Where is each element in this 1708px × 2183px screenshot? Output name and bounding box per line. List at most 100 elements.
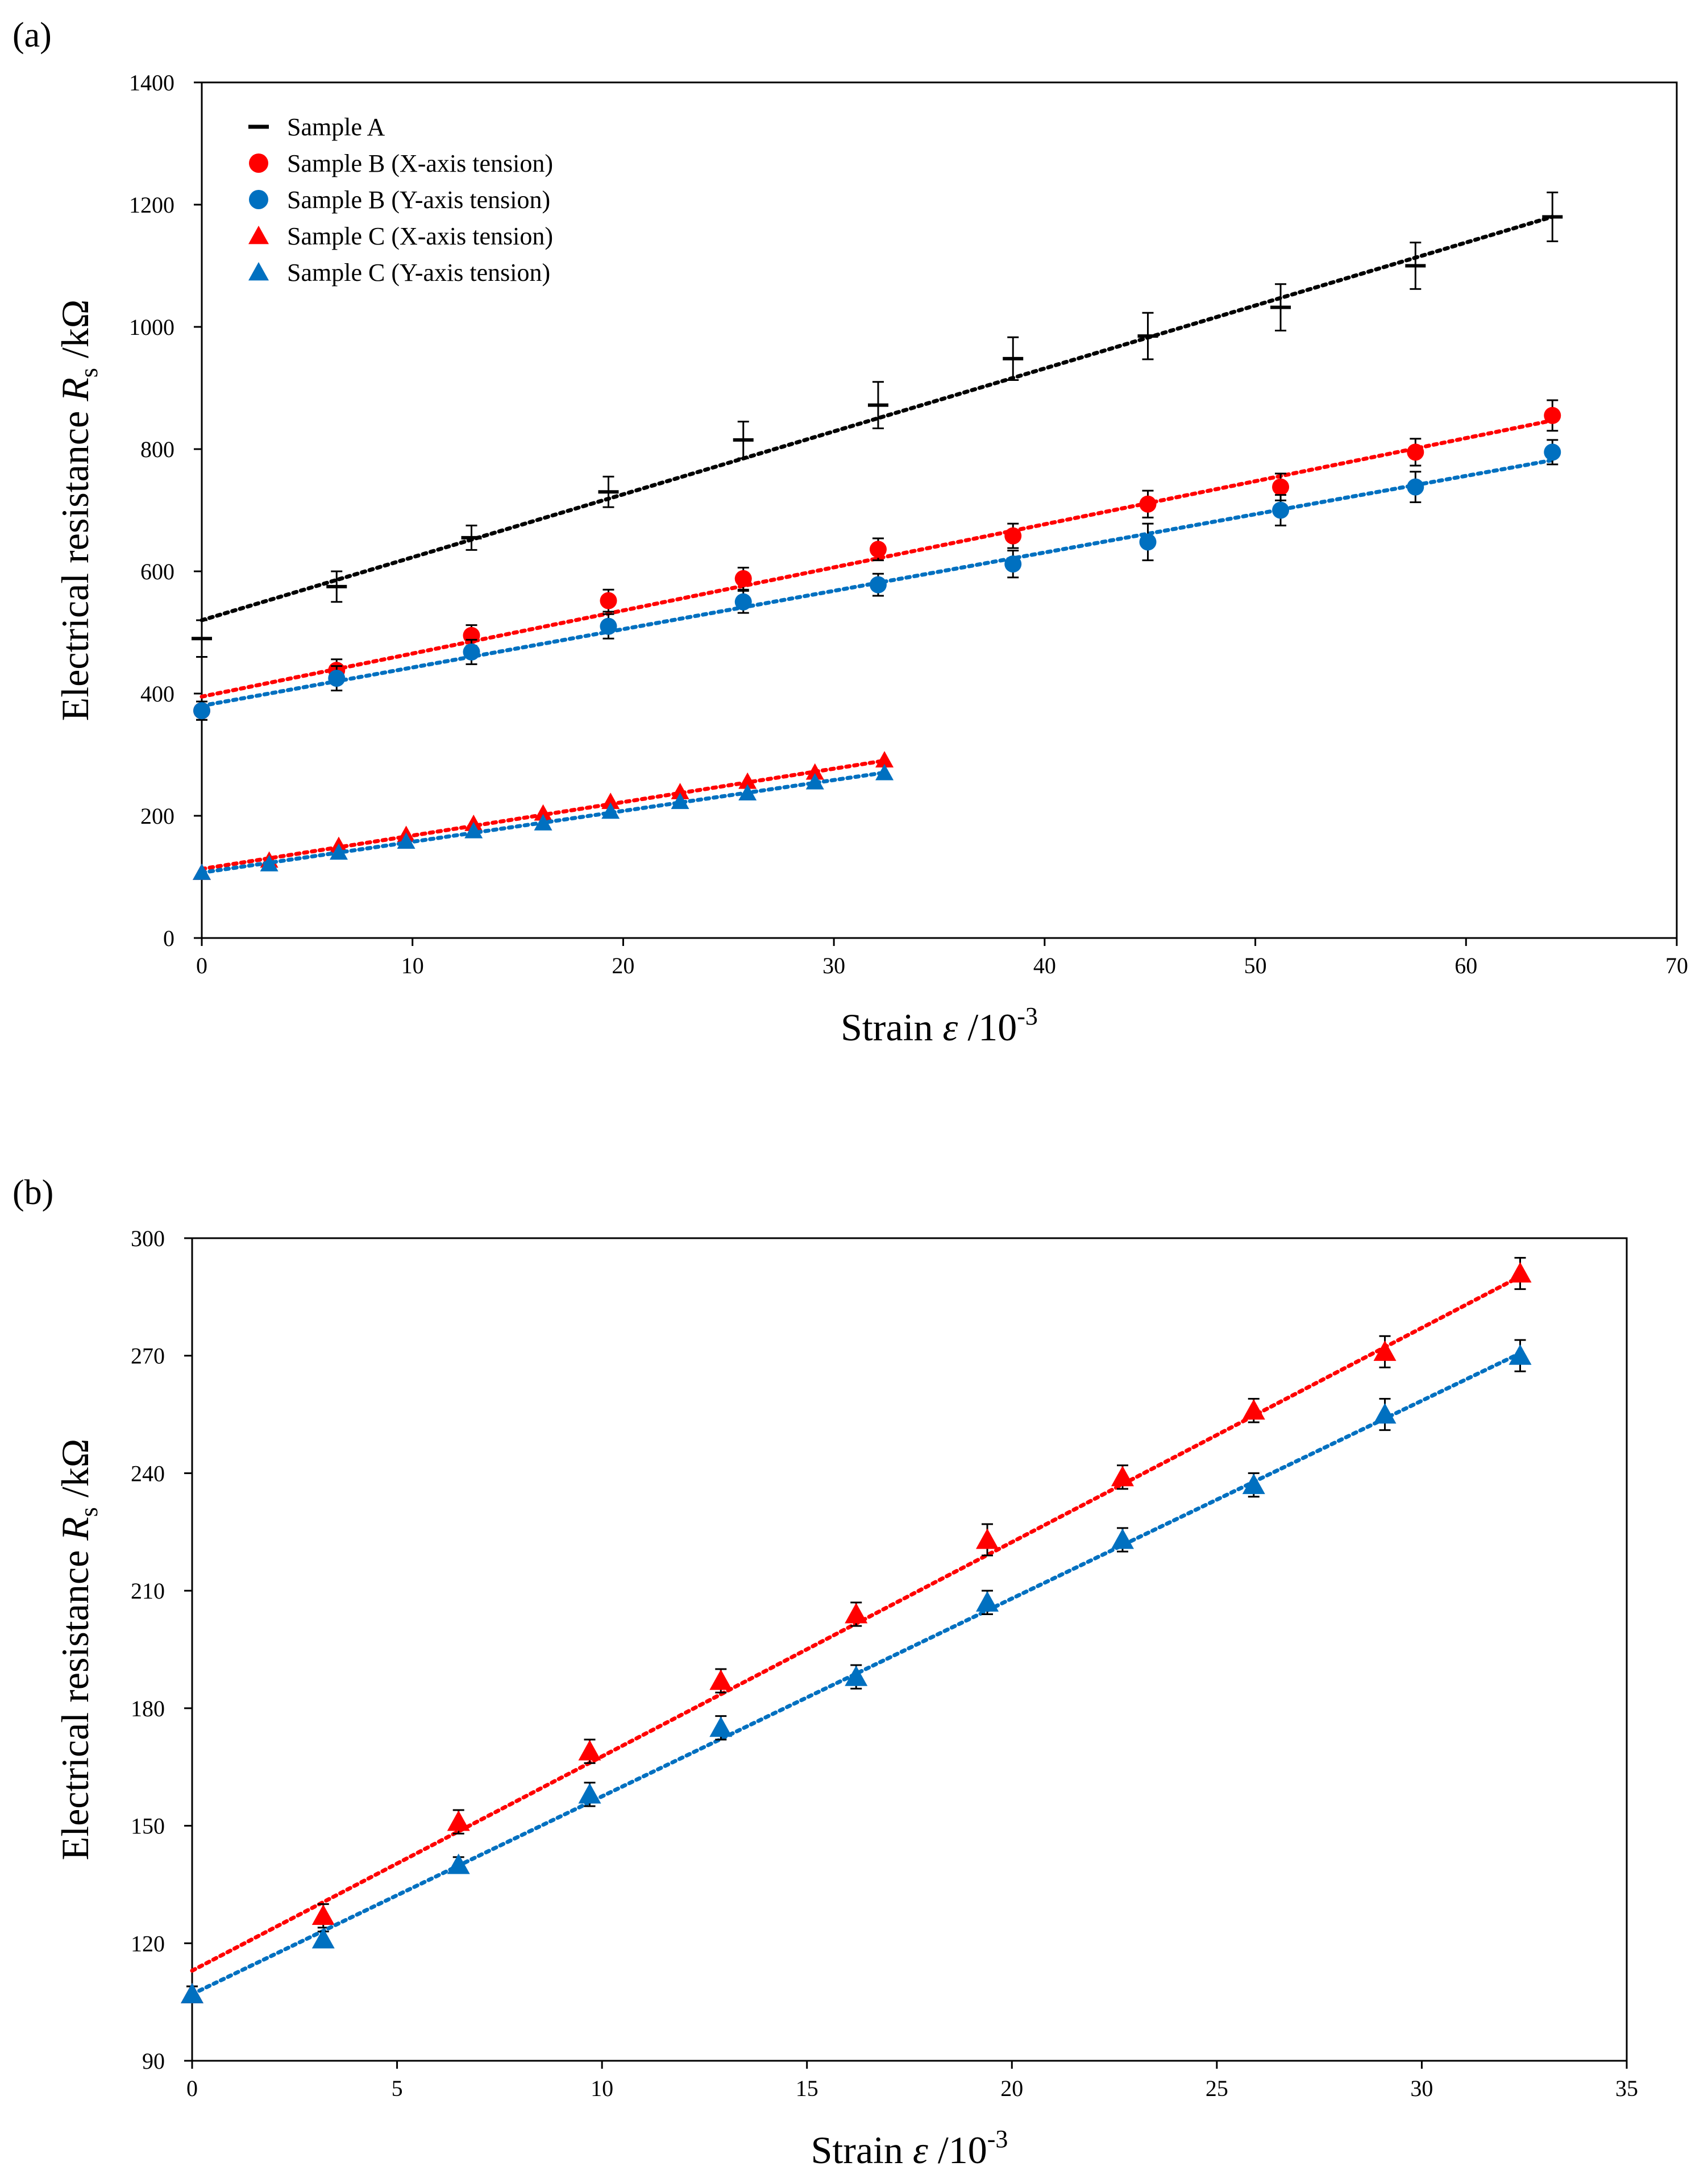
- data-point-circle: [1272, 478, 1290, 496]
- data-point-circle: [734, 593, 752, 611]
- data-point-triangle: [1373, 1340, 1397, 1361]
- y-tick-label: 90: [142, 2048, 165, 2074]
- data-point-circle: [1139, 495, 1157, 513]
- y-tick-label: 200: [140, 803, 174, 829]
- x-tick-label: 20: [612, 953, 634, 978]
- x-tick-label: 25: [1206, 2076, 1228, 2101]
- y-tick-label: 180: [131, 1696, 165, 1721]
- data-point-triangle: [534, 814, 552, 831]
- x-axis-label-sup: -3: [987, 2125, 1008, 2153]
- data-point-circle: [1272, 501, 1290, 519]
- x-axis-label-prefix: Strain: [841, 1006, 942, 1049]
- data-point-triangle: [578, 1783, 601, 1804]
- x-tick-label: 60: [1454, 953, 1477, 978]
- y-axis-label-symbol: R: [53, 377, 97, 402]
- y-axis-label: Electrical resistance Rs /kΩ: [53, 1439, 103, 1861]
- data-point-triangle: [260, 854, 279, 871]
- legend-label: Sample C (X-axis tension): [287, 222, 553, 250]
- data-point-triangle: [397, 832, 415, 849]
- y-tick-label: 1000: [129, 314, 174, 340]
- data-point-triangle: [671, 783, 689, 799]
- data-point-triangle: [181, 1982, 203, 2003]
- panel-label: (b): [13, 1173, 53, 1212]
- y-tick-label: 120: [131, 1931, 165, 1956]
- data-point-triangle: [534, 804, 552, 821]
- y-axis-label-symbol: R: [53, 1517, 97, 1541]
- y-tick-label: 400: [140, 681, 174, 707]
- y-tick-label: 800: [140, 437, 174, 462]
- data-point-triangle: [709, 1716, 733, 1737]
- x-tick-label: 70: [1665, 953, 1688, 978]
- y-tick-label: 1400: [129, 70, 174, 96]
- data-point-triangle: [976, 1591, 999, 1612]
- y-axis-label-sub: s: [75, 1507, 103, 1517]
- y-axis-label-suffix: /kΩ: [53, 300, 97, 368]
- y-tick-label: 150: [131, 1813, 165, 1839]
- data-point-triangle: [601, 802, 620, 819]
- x-axis-label-symbol: ε: [913, 2128, 928, 2172]
- panel-label: (a): [13, 16, 52, 55]
- y-axis-label-prefix: Electrical resistance: [53, 401, 97, 721]
- data-point-triangle: [1373, 1403, 1397, 1424]
- data-point-triangle: [447, 1810, 470, 1831]
- legend-marker-circle: [249, 153, 268, 173]
- data-point-circle: [600, 592, 617, 609]
- x-tick-label: 10: [591, 2076, 613, 2101]
- data-point-circle: [869, 541, 887, 558]
- plot-area-frame: [201, 81, 1678, 939]
- data-point-triangle: [1508, 1344, 1532, 1365]
- y-axis-label-sub: s: [75, 368, 103, 377]
- data-point-triangle: [1242, 1474, 1265, 1495]
- data-point-circle: [328, 670, 346, 687]
- data-point-triangle: [845, 1603, 868, 1624]
- data-point-triangle: [1508, 1262, 1532, 1283]
- x-axis-label-symbol: ε: [943, 1006, 958, 1049]
- plot-area-frame: [191, 1237, 1628, 2062]
- x-axis-label-prefix: Strain: [811, 2128, 913, 2172]
- legend-label: Sample A: [287, 113, 385, 141]
- data-point-circle: [193, 702, 210, 720]
- x-axis-label-suffix: /10: [928, 2128, 987, 2172]
- x-tick-label: 30: [1410, 2076, 1433, 2101]
- legend-label: Sample B (X-axis tension): [287, 150, 553, 177]
- data-point-circle: [463, 643, 480, 661]
- trend-line: [200, 214, 1555, 622]
- data-point-circle: [1407, 443, 1424, 461]
- data-point-circle: [1544, 406, 1561, 424]
- series-sample-a: [192, 192, 1563, 658]
- data-point-triangle: [875, 751, 894, 767]
- data-point-triangle: [738, 772, 757, 789]
- data-point-triangle: [709, 1669, 733, 1690]
- chart-panel-a: (a) 0 10 20 30 40 50 60 70 0 200 400 600 800 1000 1200 1…: [13, 16, 1688, 1049]
- data-point-circle: [1004, 555, 1022, 573]
- data-point-triangle: [976, 1528, 999, 1549]
- data-point-triangle: [193, 863, 211, 880]
- x-tick-label: 40: [1033, 953, 1056, 978]
- legend-label: Sample B (Y-axis tension): [287, 186, 550, 214]
- legend: Sample A Sample B (X-axis tension) Sample …: [248, 113, 553, 287]
- x-tick-label: 20: [1000, 2076, 1023, 2101]
- data-point-triangle: [805, 773, 824, 790]
- y-tick-label: 600: [140, 559, 174, 584]
- data-point-triangle: [447, 1853, 470, 1874]
- series-sample-b-y-axis-tension: [193, 439, 1561, 721]
- x-tick-label: 35: [1615, 2076, 1638, 2101]
- data-point-triangle: [845, 1665, 868, 1686]
- data-point-triangle: [1242, 1399, 1265, 1420]
- data-point-triangle: [601, 792, 620, 810]
- y-tick-label: 0: [163, 926, 174, 951]
- series-sample-c-y-axis-tension: [193, 763, 894, 880]
- series-sample-c-x-axis-tension: [181, 1256, 1532, 2003]
- data-point-triangle: [1111, 1528, 1134, 1549]
- data-point-circle: [1407, 478, 1424, 496]
- data-point-triangle: [671, 792, 689, 810]
- x-tick-label: 30: [822, 953, 845, 978]
- chart-panel-b: (b) 0 5 10 15 20 25 30 35 90 120 150 180 210 240 270 300…: [13, 1173, 1638, 2172]
- y-tick-label: 240: [131, 1460, 165, 1486]
- data-point-circle: [869, 576, 887, 594]
- x-axis-label-suffix: /10: [958, 1006, 1017, 1049]
- data-point-triangle: [311, 1904, 335, 1925]
- y-axis-label-suffix: /kΩ: [53, 1439, 97, 1507]
- y-tick-label: 300: [131, 1226, 165, 1251]
